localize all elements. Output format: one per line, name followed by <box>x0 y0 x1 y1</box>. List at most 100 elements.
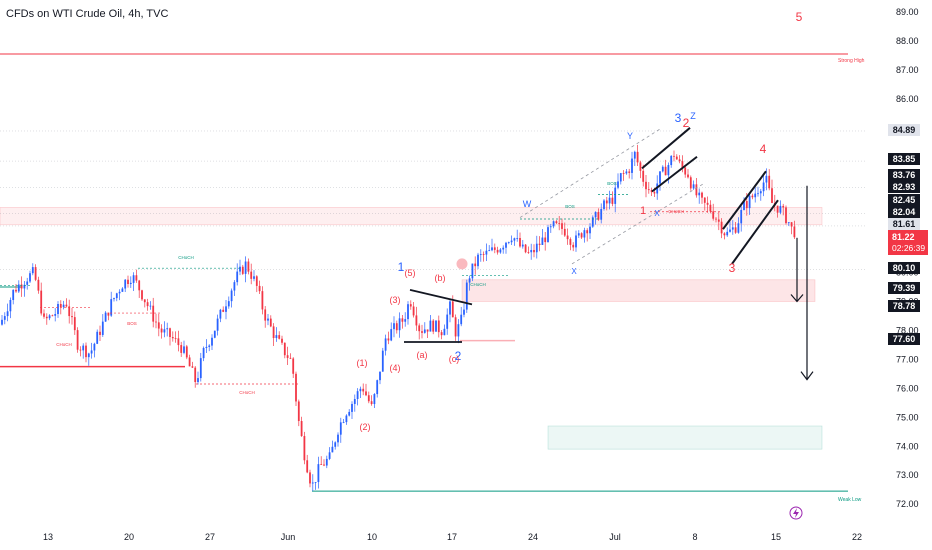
candle-body[interactable] <box>219 309 222 319</box>
candle-body[interactable] <box>645 181 647 190</box>
candle-body[interactable] <box>748 195 751 209</box>
candle-body[interactable] <box>513 238 516 241</box>
candle-body[interactable] <box>34 267 37 280</box>
candle-body[interactable] <box>174 338 177 340</box>
candle-body[interactable] <box>286 355 289 358</box>
candle-body[interactable] <box>82 345 85 351</box>
candle-body[interactable] <box>583 230 586 238</box>
candle-body[interactable] <box>376 380 379 395</box>
candle-body[interactable] <box>76 330 79 350</box>
candle-body[interactable] <box>384 338 387 351</box>
candle-body[interactable] <box>132 275 135 283</box>
candle-body[interactable] <box>264 309 267 321</box>
candle-body[interactable] <box>62 304 65 308</box>
candle-body[interactable] <box>370 401 373 405</box>
candle-body[interactable] <box>233 282 236 291</box>
candle-body[interactable] <box>463 309 465 315</box>
candle-body[interactable] <box>188 357 191 367</box>
candle-body[interactable] <box>488 250 491 252</box>
candle-body[interactable] <box>398 318 401 331</box>
candle-body[interactable] <box>6 311 9 317</box>
candle-body[interactable] <box>482 254 485 255</box>
candle-body[interactable] <box>457 324 460 337</box>
candle-body[interactable] <box>647 189 650 191</box>
candle-body[interactable] <box>29 273 31 282</box>
candle-body[interactable] <box>723 233 726 236</box>
candle-body[interactable] <box>521 244 524 247</box>
candle-body[interactable] <box>751 195 754 198</box>
candle-body[interactable] <box>26 281 29 285</box>
candle-body[interactable] <box>659 171 661 184</box>
candle-body[interactable] <box>566 235 569 240</box>
signal-icon[interactable] <box>789 506 803 520</box>
candle-body[interactable] <box>437 320 440 333</box>
candle-body[interactable] <box>712 211 715 219</box>
candle-body[interactable] <box>675 156 678 160</box>
candle-body[interactable] <box>157 322 160 329</box>
candle-body[interactable] <box>37 279 40 291</box>
candle-body[interactable] <box>320 464 323 465</box>
candle-body[interactable] <box>407 304 409 320</box>
candle-body[interactable] <box>516 238 519 239</box>
candle-body[interactable] <box>614 187 617 204</box>
candle-body[interactable] <box>549 226 552 228</box>
candle-body[interactable] <box>667 165 670 176</box>
candle-body[interactable] <box>328 452 331 459</box>
candle-body[interactable] <box>379 371 381 381</box>
candle-body[interactable] <box>689 177 692 189</box>
candle-body[interactable] <box>631 158 633 173</box>
candle-body[interactable] <box>43 313 45 317</box>
candle-body[interactable] <box>650 190 653 193</box>
candle-body[interactable] <box>709 204 712 212</box>
candle-body[interactable] <box>533 249 535 253</box>
candle-body[interactable] <box>129 282 132 285</box>
candle-body[interactable] <box>698 192 701 196</box>
candle-body[interactable] <box>300 421 303 437</box>
candle-body[interactable] <box>272 326 275 339</box>
candle-body[interactable] <box>90 350 93 354</box>
candle-body[interactable] <box>351 403 353 412</box>
candle-body[interactable] <box>362 388 365 392</box>
candle-body[interactable] <box>692 184 695 189</box>
candle-body[interactable] <box>395 323 398 331</box>
candle-body[interactable] <box>393 323 395 330</box>
candle-body[interactable] <box>127 279 129 285</box>
candle-body[interactable] <box>628 171 631 173</box>
candle-body[interactable] <box>107 312 110 316</box>
candle-body[interactable] <box>703 197 706 203</box>
candle-body[interactable] <box>544 237 547 243</box>
candle-body[interactable] <box>367 395 370 402</box>
candle-body[interactable] <box>600 208 603 220</box>
candle-body[interactable] <box>547 227 549 243</box>
candle-body[interactable] <box>785 207 787 224</box>
candle-body[interactable] <box>278 335 281 339</box>
candle-body[interactable] <box>283 342 286 356</box>
candle-body[interactable] <box>177 338 180 346</box>
candle-body[interactable] <box>292 358 295 374</box>
candle-body[interactable] <box>45 316 48 319</box>
candle-body[interactable] <box>664 166 667 176</box>
candle-body[interactable] <box>57 303 59 315</box>
candle-body[interactable] <box>185 346 188 358</box>
candle-body[interactable] <box>404 319 407 322</box>
candle-body[interactable] <box>253 276 255 279</box>
candle-body[interactable] <box>737 223 740 233</box>
candle-body[interactable] <box>295 373 297 402</box>
candle-body[interactable] <box>625 171 628 174</box>
candle-body[interactable] <box>429 320 432 332</box>
candle-body[interactable] <box>317 464 320 482</box>
candle-body[interactable] <box>211 337 213 346</box>
candle-body[interactable] <box>124 279 127 289</box>
candle-body[interactable] <box>639 162 642 171</box>
candle-body[interactable] <box>68 306 71 317</box>
candle-body[interactable] <box>687 174 689 178</box>
candle-body[interactable] <box>337 434 339 443</box>
candle-body[interactable] <box>197 378 199 383</box>
candle-body[interactable] <box>166 328 169 330</box>
candle-body[interactable] <box>325 458 328 466</box>
candle-body[interactable] <box>281 338 283 343</box>
candle-body[interactable] <box>9 300 12 312</box>
candle-body[interactable] <box>306 460 309 473</box>
candle-body[interactable] <box>617 181 619 188</box>
